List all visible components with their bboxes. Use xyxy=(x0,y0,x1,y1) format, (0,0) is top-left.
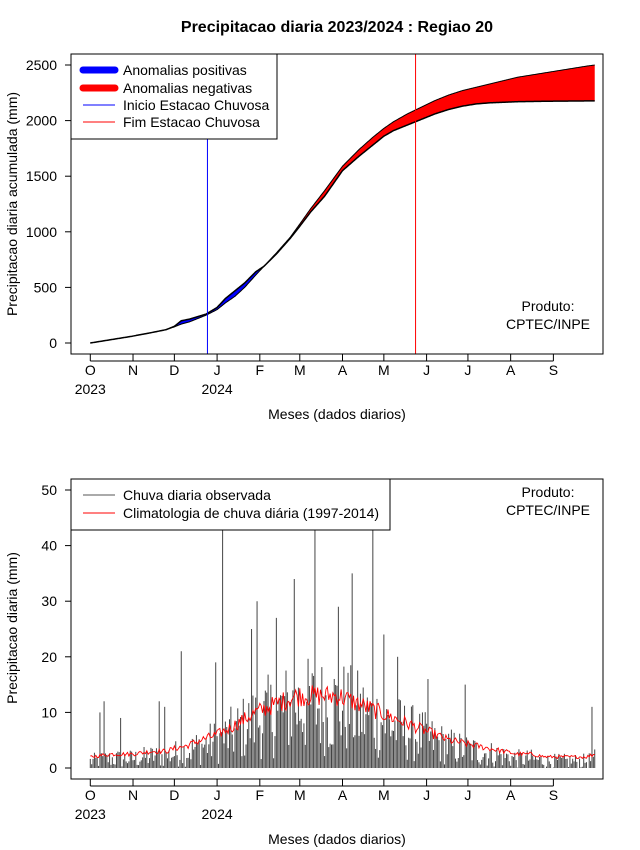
top-year-label: 2024 xyxy=(202,381,233,397)
top-legend: Anomalias positivas Anomalias negativas … xyxy=(70,53,278,140)
bottom-month-label: D xyxy=(169,787,179,803)
bottom-month-label: S xyxy=(549,787,558,803)
bottom-year-label: 2024 xyxy=(202,806,233,822)
bottom-legend-box xyxy=(70,478,391,531)
top-y-axis-label: Precipitacao diaria acumulada (mm) xyxy=(4,92,20,316)
top-y-tick-label: 1500 xyxy=(26,168,57,184)
top-month-label: N xyxy=(128,362,138,378)
bottom-x-axis-label: Meses (dados diarios) xyxy=(268,831,406,847)
top-x-axis: O N D J F M A M J J A S 2023 2024 xyxy=(75,354,558,397)
bottom-y-tick-label: 20 xyxy=(41,649,57,665)
top-month-label: S xyxy=(549,362,558,378)
top-month-label: M xyxy=(294,362,306,378)
top-month-label: J xyxy=(464,362,471,378)
anomaly-negative-area-1 xyxy=(264,65,595,266)
bottom-month-label: J xyxy=(464,787,471,803)
bottom-plot-content xyxy=(89,523,596,768)
top-x-axis-label: Meses (dados diarios) xyxy=(268,406,406,422)
top-y-axis: 0 500 1000 1500 2000 2500 xyxy=(26,57,72,351)
top-month-label: F xyxy=(256,362,265,378)
top-annotation-line2: CPTEC/INPE xyxy=(506,316,590,332)
bottom-y-tick-label: 0 xyxy=(49,760,57,776)
bottom-legend: Chuva diaria observada Climatologia de c… xyxy=(70,478,391,531)
top-y-tick-label: 500 xyxy=(34,279,58,295)
legend-label-inicio-estacao: Inicio Estacao Chuvosa xyxy=(123,97,270,113)
bottom-month-label: N xyxy=(128,787,138,803)
top-month-label: A xyxy=(506,362,516,378)
top-month-label: J xyxy=(214,362,221,378)
top-y-tick-label: 1000 xyxy=(26,224,57,240)
legend-label-anomalias-negativas: Anomalias negativas xyxy=(123,80,252,96)
bottom-month-label: M xyxy=(378,787,390,803)
legend-label-climatologia: Climatologia de chuva diária (1997-2014) xyxy=(123,505,379,521)
bottom-month-label: J xyxy=(423,787,430,803)
legend-label-chuva-observada: Chuva diaria observada xyxy=(123,487,271,503)
top-y-tick-label: 2000 xyxy=(26,113,57,129)
bottom-y-axis-label: Precipitacao diaria (mm) xyxy=(4,552,20,704)
top-plot-content xyxy=(90,54,595,354)
bottom-x-axis: O N D J F M A M J J A S 2023 2024 xyxy=(75,779,558,822)
top-annotation-line1: Produto: xyxy=(522,298,575,314)
bottom-annotation-line1: Produto: xyxy=(522,484,575,500)
top-month-label: J xyxy=(423,362,430,378)
top-y-tick-label: 0 xyxy=(49,335,57,351)
top-month-label: O xyxy=(85,362,96,378)
bottom-y-axis: 0 10 20 30 40 50 xyxy=(41,482,72,776)
bottom-month-label: A xyxy=(338,787,348,803)
bottom-panel: 0 10 20 30 40 50 O N D J F M A M J J A S 2023 2024 Precipi… xyxy=(4,478,604,847)
bottom-month-label: A xyxy=(506,787,516,803)
top-month-label: A xyxy=(338,362,348,378)
bottom-month-label: F xyxy=(256,787,265,803)
anomaly-positive-area-0 xyxy=(167,266,264,330)
bottom-y-tick-label: 50 xyxy=(41,482,57,498)
top-year-label: 2023 xyxy=(75,381,106,397)
bottom-year-label: 2023 xyxy=(75,806,106,822)
bottom-month-label: O xyxy=(85,787,96,803)
bottom-month-label: M xyxy=(294,787,306,803)
bottom-y-tick-label: 30 xyxy=(41,593,57,609)
top-panel: 0 500 1000 1500 2000 2500 O N D J F M A M J J A S 2023 202… xyxy=(4,53,604,422)
observed-cumulative-line xyxy=(90,100,595,344)
bottom-y-tick-label: 10 xyxy=(41,704,57,720)
top-y-tick-label: 2500 xyxy=(26,57,57,73)
top-month-label: D xyxy=(169,362,179,378)
bottom-annotation-line2: CPTEC/INPE xyxy=(506,502,590,518)
chart-title: Precipitacao diaria 2023/2024 : Regiao 2… xyxy=(181,19,493,36)
top-month-label: M xyxy=(378,362,390,378)
bottom-y-tick-label: 40 xyxy=(41,538,57,554)
legend-label-anomalias-positivas: Anomalias positivas xyxy=(123,62,247,78)
climatology-daily-line xyxy=(90,685,595,760)
legend-label-fim-estacao: Fim Estacao Chuvosa xyxy=(123,114,260,130)
bottom-month-label: J xyxy=(214,787,221,803)
